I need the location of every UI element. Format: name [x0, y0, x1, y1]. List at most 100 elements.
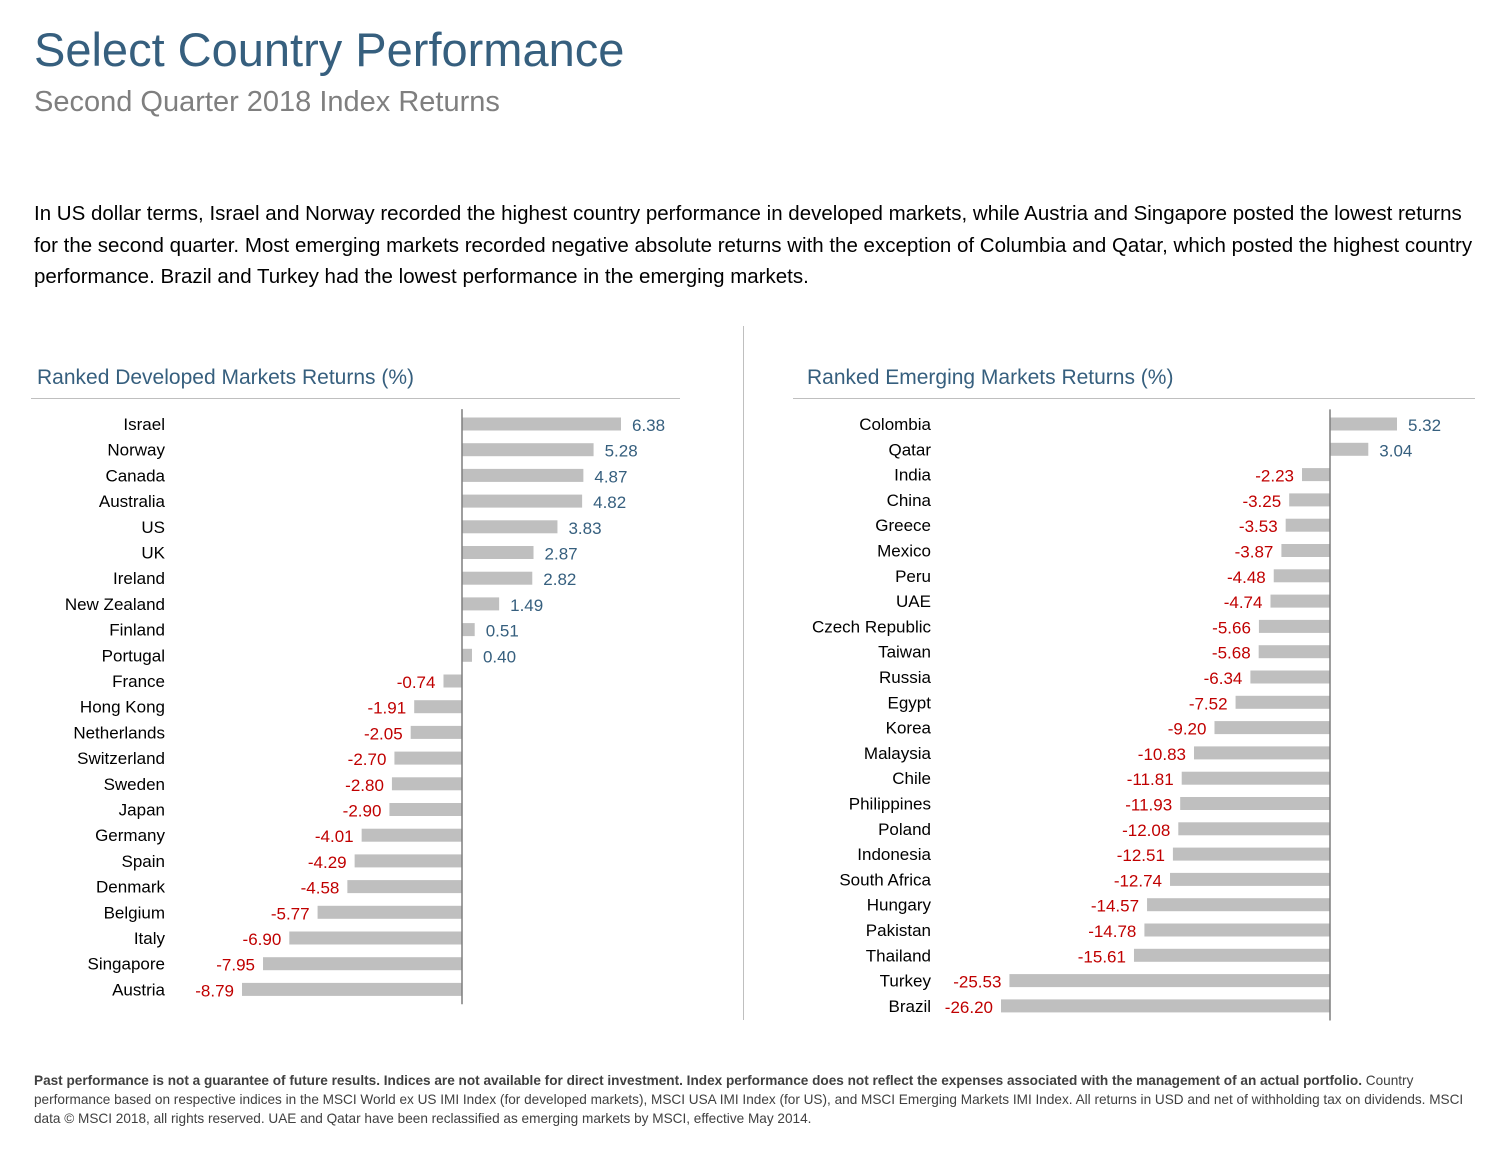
developed-bar — [462, 597, 500, 611]
footer-disclaimer: Past performance is not a guarantee of f… — [34, 1071, 1474, 1128]
emerging-data-label: -12.51 — [1117, 846, 1165, 865]
emerging-data-label: -3.25 — [1242, 492, 1281, 511]
emerging-category-label: India — [894, 466, 931, 485]
emerging-data-label: 5.32 — [1408, 416, 1441, 435]
footer-note: Country performance based on respective … — [34, 1073, 1464, 1126]
developed-category-label: Spain — [122, 852, 165, 871]
developed-data-label: -1.91 — [367, 699, 406, 718]
developed-bar — [317, 905, 462, 919]
developed-bar — [289, 931, 462, 945]
emerging-category-label: Indonesia — [857, 845, 931, 864]
emerging-category-label: Philippines — [849, 795, 931, 814]
developed-category-label: Hong Kong — [80, 698, 165, 717]
emerging-category-label: Mexico — [877, 542, 931, 561]
developed-data-label: -4.01 — [315, 827, 354, 846]
emerging-category-label: Poland — [878, 820, 931, 839]
developed-category-label: Austria — [112, 980, 165, 999]
developed-data-label: -0.74 — [397, 673, 436, 692]
developed-category-label: Portugal — [102, 646, 165, 665]
developed-category-label: Belgium — [104, 903, 165, 922]
developed-data-label: -4.58 — [301, 879, 340, 898]
developed-data-label: -2.90 — [343, 802, 382, 821]
emerging-category-label: Chile — [892, 769, 931, 788]
developed-data-label: 2.82 — [543, 570, 576, 589]
emerging-bar — [1181, 771, 1330, 785]
developed-bar — [361, 828, 462, 842]
developed-bar — [462, 417, 621, 431]
developed-bar — [462, 648, 472, 662]
developed-category-label: Denmark — [96, 878, 165, 897]
emerging-data-label: -12.08 — [1122, 821, 1170, 840]
developed-data-label: -6.90 — [243, 930, 282, 949]
developed-data-label: 5.28 — [605, 442, 638, 461]
emerging-category-label: South Africa — [839, 870, 931, 889]
developed-data-label: 2.87 — [545, 545, 578, 564]
emerging-data-label: -6.34 — [1204, 669, 1243, 688]
developed-category-label: Israel — [123, 415, 165, 434]
developed-category-label: UK — [141, 544, 165, 563]
developed-category-label: Switzerland — [77, 749, 165, 768]
emerging-category-label: Korea — [886, 719, 932, 738]
developed-data-label: 4.82 — [593, 493, 626, 512]
emerging-bar — [1009, 974, 1330, 988]
emerging-category-label: Egypt — [888, 693, 932, 712]
emerging-data-label: -10.83 — [1138, 745, 1186, 764]
emerging-data-label: -14.57 — [1091, 897, 1139, 916]
emerging-category-label: Turkey — [880, 972, 932, 991]
emerging-bar — [1281, 544, 1330, 557]
emerging-bar — [1214, 721, 1330, 735]
emerging-chart-rule — [793, 398, 1475, 399]
emerging-bar — [1258, 619, 1330, 633]
emerging-bar — [1258, 645, 1330, 659]
emerging-bar — [1330, 442, 1369, 456]
emerging-chart-title: Ranked Emerging Markets Returns (%) — [807, 366, 1174, 389]
emerging-category-label: Hungary — [867, 896, 932, 915]
developed-category-label: Italy — [134, 929, 166, 948]
emerging-bar — [1001, 999, 1330, 1013]
developed-bar — [462, 546, 534, 559]
emerging-category-label: Malaysia — [864, 744, 932, 763]
emerging-category-label: Russia — [879, 668, 932, 687]
emerging-category-label: Czech Republic — [812, 617, 932, 636]
emerging-data-label: -12.74 — [1114, 871, 1162, 890]
developed-category-label: US — [141, 518, 165, 537]
emerging-category-label: Pakistan — [866, 921, 931, 940]
emerging-category-label: Peru — [895, 567, 931, 586]
emerging-data-label: -11.93 — [1125, 796, 1172, 815]
emerging-data-label: -3.53 — [1239, 517, 1278, 536]
emerging-bar — [1273, 569, 1330, 583]
page-title: Select Country Performance — [34, 23, 625, 76]
developed-bar — [410, 725, 462, 739]
developed-bar — [394, 751, 462, 765]
developed-bar — [462, 520, 558, 534]
developed-category-label: Sweden — [104, 775, 165, 794]
developed-data-label: 1.49 — [510, 596, 543, 615]
developed-data-label: -4.29 — [308, 853, 347, 872]
emerging-bar — [1170, 872, 1330, 886]
emerging-data-label: -4.74 — [1224, 593, 1263, 612]
developed-data-label: -2.05 — [364, 724, 403, 743]
emerging-data-label: -4.48 — [1227, 568, 1266, 587]
emerging-category-label: Taiwan — [878, 643, 931, 662]
emerging-category-label: China — [887, 491, 932, 510]
emerging-data-label: -5.66 — [1212, 618, 1251, 637]
developed-category-label: Finland — [109, 621, 165, 640]
emerging-bar — [1270, 594, 1330, 608]
developed-data-label: 3.83 — [568, 519, 601, 538]
emerging-data-label: -26.20 — [945, 998, 993, 1017]
developed-data-label: 0.40 — [483, 647, 516, 666]
emerging-data-label: -15.61 — [1078, 947, 1126, 966]
emerging-bar — [1133, 948, 1330, 962]
developed-data-label: 4.87 — [594, 467, 627, 486]
footer-bold-note: Past performance is not a guarantee of f… — [34, 1073, 1362, 1088]
developed-data-label: 6.38 — [632, 416, 665, 435]
emerging-category-label: UAE — [896, 592, 931, 611]
developed-category-label: Netherlands — [73, 723, 165, 742]
emerging-category-label: Greece — [875, 516, 931, 535]
developed-bar — [443, 674, 462, 688]
emerging-data-label: -25.53 — [953, 973, 1001, 992]
emerging-bar — [1250, 670, 1330, 684]
developed-bar — [462, 468, 584, 482]
intro-paragraph: In US dollar terms, Israel and Norway re… — [34, 202, 1473, 288]
developed-category-label: Singapore — [87, 955, 165, 974]
